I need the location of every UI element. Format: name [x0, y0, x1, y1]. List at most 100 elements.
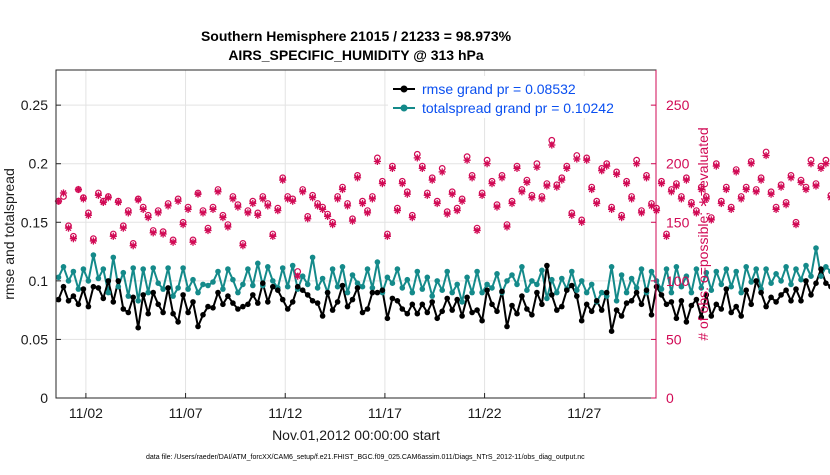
spread-point	[459, 299, 465, 305]
spread-point	[405, 277, 411, 283]
x-tick-label: 11/12	[268, 405, 302, 421]
rmse-point	[240, 304, 246, 310]
spread-point	[798, 277, 804, 283]
spread-point	[385, 275, 391, 281]
rmse-point	[175, 319, 181, 325]
rmse-point	[674, 316, 680, 322]
rmse-point	[96, 285, 102, 291]
spread-point	[519, 264, 525, 270]
spread-point	[195, 290, 201, 296]
spread-point	[340, 264, 346, 270]
spread-point	[205, 283, 211, 289]
rmse-point	[788, 298, 794, 304]
rmse-point	[733, 304, 739, 310]
spread-point	[509, 272, 515, 278]
spread-point	[61, 264, 67, 270]
legend: rmse grand pr = 0.08532 totalspread gran…	[388, 76, 650, 118]
rmse-point	[111, 299, 117, 305]
rmse-point	[235, 306, 241, 312]
rmse-point	[355, 285, 361, 291]
spread-point	[126, 293, 132, 299]
spread-point	[315, 285, 321, 291]
spread-point	[350, 272, 356, 278]
rmse-point	[459, 313, 465, 319]
spread-point	[56, 275, 62, 281]
rmse-point	[624, 300, 630, 306]
rmse-point	[494, 309, 500, 315]
spread-point	[310, 255, 316, 261]
rmse-point	[121, 306, 127, 312]
spread-point	[669, 290, 675, 296]
spread-point	[479, 290, 485, 296]
rmse-point	[255, 300, 261, 306]
rmse-point	[454, 297, 460, 303]
spread-point	[345, 290, 351, 296]
spread-point	[609, 264, 615, 270]
rmse-point	[559, 304, 565, 310]
rmse-point	[489, 302, 495, 308]
spread-point	[444, 269, 450, 275]
rmse-point	[689, 303, 695, 309]
rmse-point	[544, 263, 550, 269]
rmse-point	[260, 280, 266, 286]
spread-point	[728, 284, 734, 290]
spread-point	[614, 298, 620, 304]
rmse-point	[514, 311, 520, 317]
rmse-point	[574, 293, 580, 299]
spread-point	[579, 278, 585, 284]
rmse-point	[106, 278, 112, 284]
spread-point	[395, 266, 401, 272]
spread-point	[76, 286, 82, 292]
spread-point	[220, 286, 226, 292]
spread-point	[484, 282, 490, 288]
rmse-point	[768, 295, 774, 301]
spread-point	[504, 278, 510, 284]
spread-point	[410, 290, 416, 296]
spread-point	[714, 269, 720, 275]
rmse-point	[315, 300, 321, 306]
rmse-point	[245, 302, 251, 308]
spread-point	[270, 278, 276, 284]
spread-point	[425, 275, 431, 281]
rmse-point	[385, 316, 391, 322]
spread-point	[474, 269, 480, 275]
y-right-tick-label: 200	[666, 156, 690, 172]
rmse-point	[719, 306, 725, 312]
spread-point	[96, 276, 102, 282]
spread-point	[649, 269, 655, 275]
spread-point	[130, 265, 136, 271]
rmse-point	[728, 310, 734, 316]
rmse-point	[160, 310, 166, 316]
spread-point	[150, 265, 156, 271]
spread-point	[748, 279, 754, 285]
rmse-point	[165, 285, 171, 291]
obs-evaluated-point	[738, 195, 745, 202]
rmse-point	[185, 310, 191, 316]
spread-point	[320, 276, 326, 282]
spread-point	[589, 282, 595, 288]
y-right-tick-label: 150	[666, 214, 690, 230]
rmse-point	[150, 290, 156, 296]
rmse-point	[813, 280, 819, 286]
y-right-tick-label: 0	[666, 390, 674, 406]
spread-point	[489, 285, 495, 291]
rmse-point	[529, 312, 535, 318]
rmse-point	[519, 293, 525, 299]
rmse-point	[305, 292, 311, 298]
spread-point	[574, 287, 580, 293]
rmse-point	[434, 316, 440, 322]
rmse-point	[295, 284, 301, 290]
rmse-point	[793, 286, 799, 292]
rmse-point	[225, 293, 231, 299]
rmse-point	[594, 298, 600, 304]
spread-point	[165, 265, 171, 271]
rmse-point	[644, 287, 650, 293]
spread-point	[674, 264, 680, 270]
spread-point	[434, 278, 440, 284]
rmse-point	[66, 298, 72, 304]
rmse-point	[564, 287, 570, 293]
rmse-point	[629, 298, 635, 304]
spread-point	[255, 261, 261, 267]
rmse-point	[275, 287, 281, 293]
spread-point	[330, 266, 336, 272]
